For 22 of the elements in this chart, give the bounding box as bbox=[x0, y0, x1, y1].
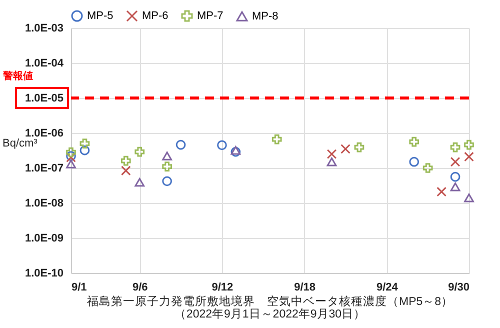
x-tick-label: 9/30 bbox=[448, 282, 470, 294]
y-tick-label: 1.0E-05 bbox=[24, 92, 64, 104]
x-tick-label: 9/18 bbox=[294, 282, 316, 294]
legend-label: MP-5 bbox=[87, 10, 114, 22]
y-tick-label: 1.0E-10 bbox=[24, 268, 64, 280]
y-tick-label: 1.0E-06 bbox=[24, 128, 64, 140]
x-tick-label: 9/12 bbox=[212, 282, 234, 294]
y-tick-label: 1.0E-09 bbox=[24, 232, 64, 244]
y-tick-label: 1.0E-07 bbox=[24, 162, 64, 174]
text: 福島第一原子力発電所敷地境界 空気中ベータ核種濃度（MP5～8） bbox=[86, 294, 454, 308]
y-tick-label: 1.0E-08 bbox=[24, 198, 64, 210]
y-axis-title: Bq/cm³ bbox=[2, 138, 38, 150]
legend-label: MP-6 bbox=[142, 10, 168, 22]
x-tick-label: 9/1 bbox=[72, 282, 87, 294]
ref-line-label: 警報値 bbox=[2, 70, 33, 82]
x-tick-label: 9/6 bbox=[132, 282, 148, 294]
x-tick-label: 9/24 bbox=[376, 282, 399, 294]
y-tick-label: 1.0E-03 bbox=[24, 22, 64, 34]
text: （2022年9月1日～2022年9月30日） bbox=[174, 308, 366, 320]
legend-label: MP-8 bbox=[252, 10, 278, 22]
legend-label: MP-7 bbox=[197, 10, 224, 22]
y-tick-label: 1.0E-04 bbox=[24, 58, 64, 70]
